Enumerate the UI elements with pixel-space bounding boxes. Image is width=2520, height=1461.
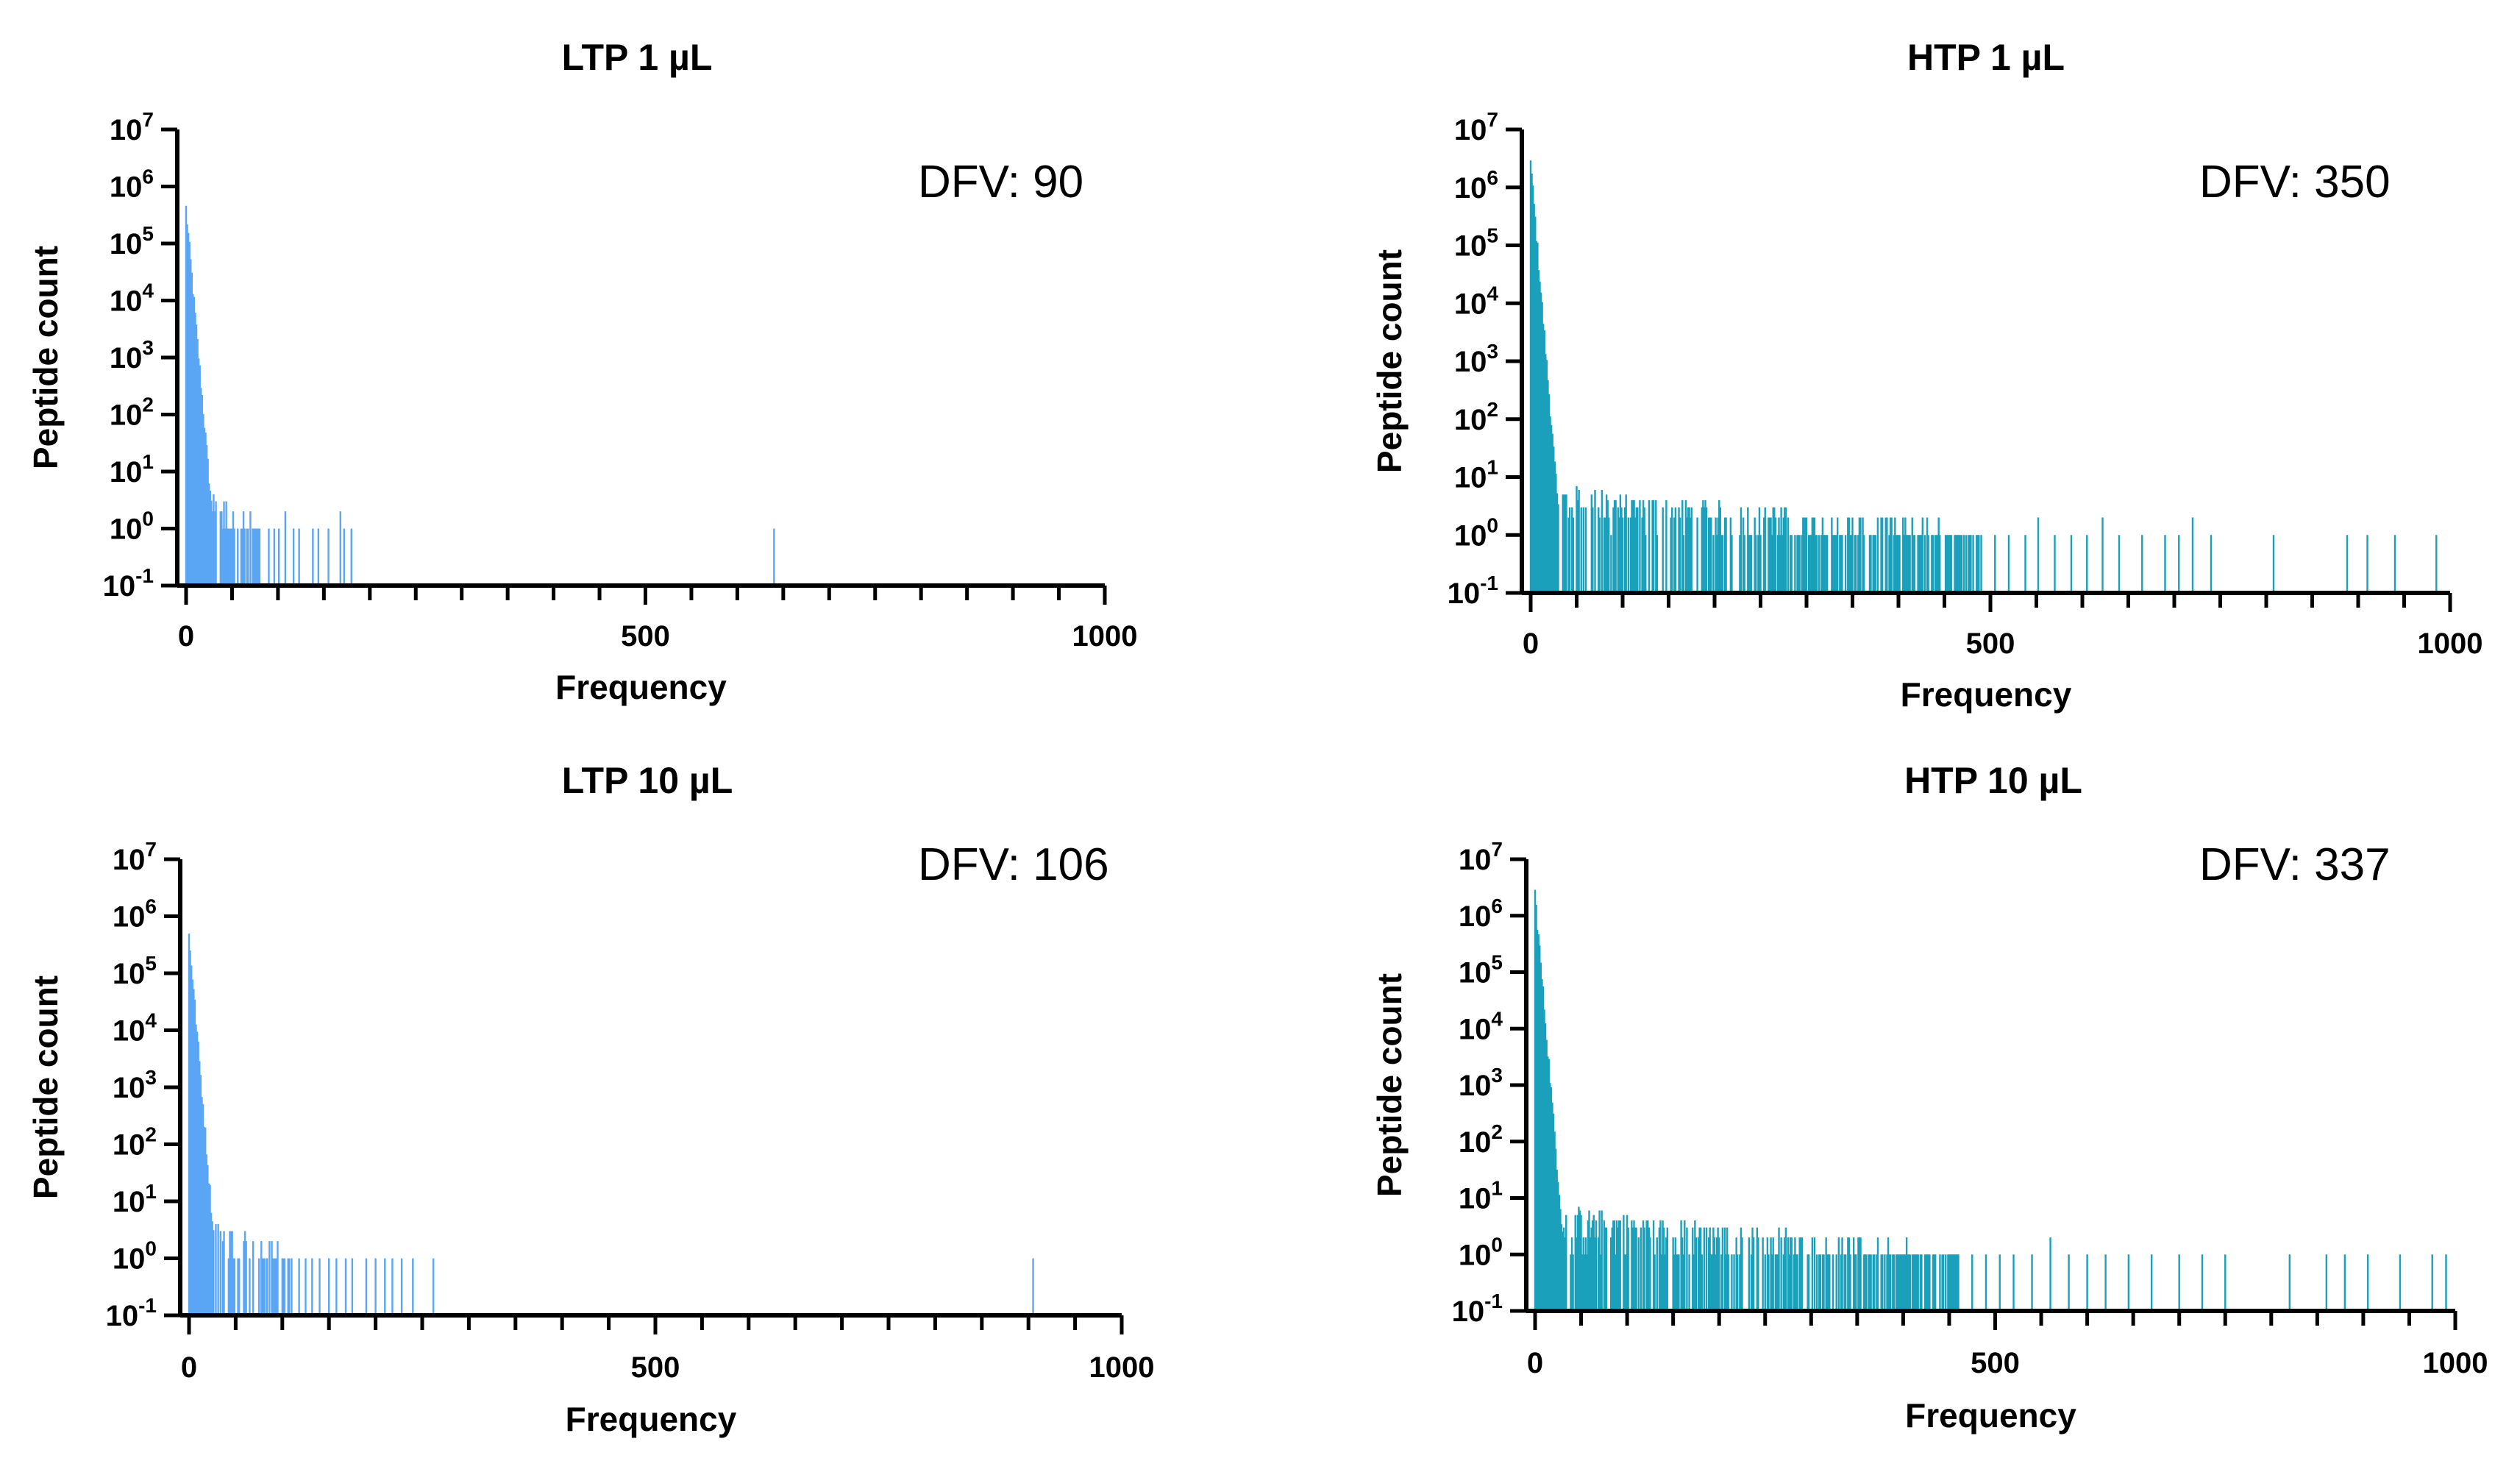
y-tick-label: 106 xyxy=(110,166,154,204)
x-tick-label: 500 xyxy=(1971,1347,2020,1379)
x-tick-label: 1000 xyxy=(2423,1347,2488,1379)
y-tick-label: 107 xyxy=(1454,108,1498,146)
y-axis-label: Peptide count xyxy=(1370,249,1409,473)
y-tick-label: 102 xyxy=(1454,398,1498,436)
dfv-annotation: DFV: 106 xyxy=(918,839,1109,890)
x-tick-label: 1000 xyxy=(2418,628,2483,660)
y-tick-label: 106 xyxy=(113,895,157,934)
y-tick-label: 105 xyxy=(110,222,154,260)
y-tick-label: 106 xyxy=(1459,895,1503,933)
y-tick-label: 102 xyxy=(110,394,154,432)
y-tick-label: 107 xyxy=(1459,838,1503,876)
x-axis-label: Frequency xyxy=(1901,675,2072,714)
chart-panel-2: HTP 1 µL DFV: 350 10-1 100 101 102 103 104 105 10… xyxy=(1370,37,2482,714)
x-tick-label: 500 xyxy=(621,620,670,653)
bar-series xyxy=(188,934,1034,1315)
x-tick-label: 1000 xyxy=(1072,620,1138,653)
x-tick-label: 500 xyxy=(631,1351,680,1384)
x-axis-label: Frequency xyxy=(566,1400,737,1438)
y-tick-label: 101 xyxy=(113,1180,157,1218)
x-tick-label: 500 xyxy=(1966,628,2015,660)
y-tick-label: 106 xyxy=(1454,166,1498,205)
chart-title: LTP 10 µL xyxy=(562,760,733,801)
bar-series xyxy=(1529,160,2438,593)
y-tick-label: 104 xyxy=(1454,282,1499,320)
y-tick-label: 105 xyxy=(1454,224,1498,263)
y-tick-label: 107 xyxy=(113,838,157,876)
y-tick-label: 101 xyxy=(1454,456,1498,494)
y-tick-label: 104 xyxy=(113,1009,157,1048)
y-tick-label: 103 xyxy=(1454,340,1498,378)
y-tick-label: 104 xyxy=(110,280,154,318)
dfv-annotation: DFV: 337 xyxy=(2199,839,2391,890)
chart-title: LTP 1 µL xyxy=(562,37,713,78)
y-axis-label: Peptide count xyxy=(26,975,65,1199)
chart-title: HTP 10 µL xyxy=(1904,760,2082,801)
y-tick-label: 102 xyxy=(113,1123,157,1162)
y-tick-label: 100 xyxy=(1454,513,1498,552)
y-tick-label: 100 xyxy=(1459,1233,1503,1271)
bar-series xyxy=(185,205,775,586)
y-tick-label: 105 xyxy=(113,952,157,990)
y-tick-label: 102 xyxy=(1459,1120,1503,1159)
chart-panel-3: LTP 10 µL DFV: 106 10-1 100 101 102 103 104 105 1… xyxy=(26,760,1154,1438)
chart-panel-1: LTP 1 µL DFV: 90 10-1 100 101 102 103 104 105 106… xyxy=(26,37,1137,706)
y-tick-label: 100 xyxy=(113,1237,157,1276)
dfv-annotation: DFV: 350 xyxy=(2199,157,2391,207)
x-tick-label: 0 xyxy=(181,1351,197,1384)
y-tick-label: 10-1 xyxy=(1448,572,1498,610)
y-tick-label: 105 xyxy=(1459,951,1503,989)
y-tick-label: 10-1 xyxy=(106,1294,157,1332)
y-tick-label: 10-1 xyxy=(103,564,154,602)
y-tick-label: 10-1 xyxy=(1452,1290,1503,1328)
dfv-annotation: DFV: 90 xyxy=(918,157,1083,207)
x-axis-label: Frequency xyxy=(1905,1396,2076,1435)
y-axis-label: Peptide count xyxy=(26,246,65,469)
x-tick-label: 0 xyxy=(1527,1347,1543,1379)
y-tick-label: 103 xyxy=(1459,1064,1503,1102)
chart-panel-4: HTP 10 µL DFV: 337 10-1 100 101 102 103 104 105 1… xyxy=(1370,760,2488,1435)
x-tick-label: 0 xyxy=(178,620,194,653)
x-axis-label: Frequency xyxy=(555,668,727,706)
y-tick-label: 100 xyxy=(110,508,154,546)
y-tick-label: 104 xyxy=(1459,1007,1503,1045)
y-axis-label: Peptide count xyxy=(1370,973,1409,1197)
x-tick-label: 0 xyxy=(1523,628,1539,660)
x-tick-label: 1000 xyxy=(1089,1351,1155,1384)
bar-series xyxy=(1534,889,2447,1311)
y-tick-label: 101 xyxy=(1459,1177,1503,1215)
y-tick-label: 101 xyxy=(110,450,154,488)
y-tick-label: 107 xyxy=(110,108,154,146)
chart-title: HTP 1 µL xyxy=(1907,37,2065,78)
y-tick-label: 103 xyxy=(113,1066,157,1104)
y-tick-label: 103 xyxy=(110,336,154,374)
